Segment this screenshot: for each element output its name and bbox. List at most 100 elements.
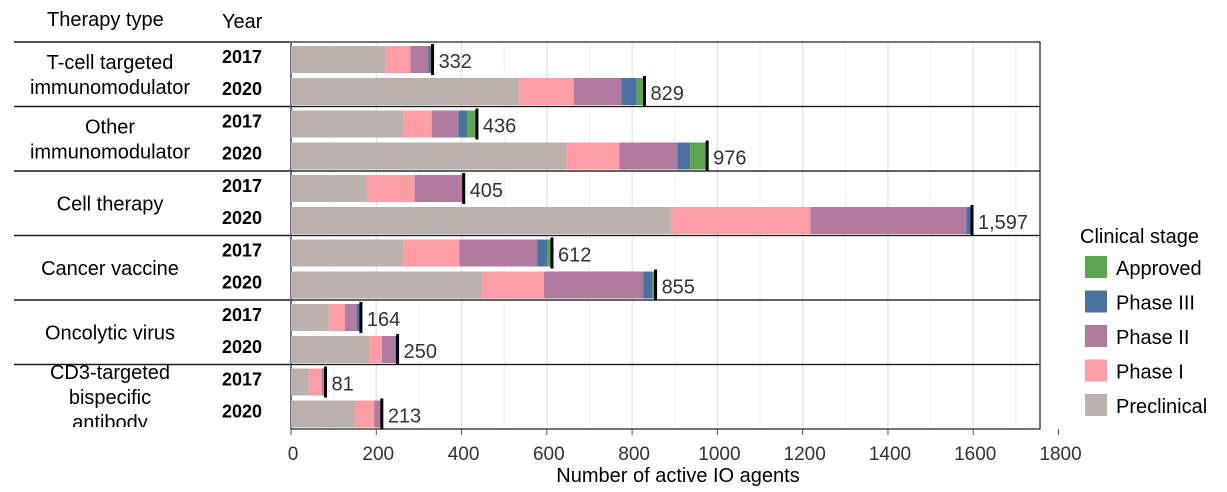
legend-label-phase-i: Phase I xyxy=(1116,362,1184,384)
x-tick-label: 400 xyxy=(448,444,480,465)
year-label: 2017 xyxy=(222,241,262,261)
bar-segment-phase-i xyxy=(354,400,375,428)
legend-title: Clinical stage xyxy=(1080,226,1199,248)
bar-segment-phase-ii xyxy=(619,142,678,170)
therapy-type-label: CD3-targeted xyxy=(50,362,170,384)
bar-segment-approved xyxy=(690,142,708,170)
therapy-type-label: immunomodulator xyxy=(30,77,190,99)
bar-segment-preclinical xyxy=(291,239,404,267)
year-label: 2020 xyxy=(222,79,262,99)
bar-segment-phase-ii xyxy=(374,400,381,428)
bar-segment-phase-ii xyxy=(543,271,644,299)
therapy-type-label: T-cell targeted xyxy=(47,52,174,74)
bar-segment-phase-ii xyxy=(810,207,967,234)
total-data-label: 213 xyxy=(388,406,421,428)
x-tick-label: 0 xyxy=(288,444,299,465)
year-label: 2017 xyxy=(222,47,262,67)
therapy-type-label: Cell therapy xyxy=(57,193,164,215)
total-data-label: 250 xyxy=(404,341,437,363)
bar-segment-preclinical xyxy=(291,78,520,105)
legend: Clinical stage Approved Phase III Phase II… xyxy=(1080,226,1207,418)
row-labels: T-cell targeted immunomodulator 2017 2020 Ot… xyxy=(14,41,290,427)
legend-label-phase-ii: Phase II xyxy=(1116,327,1189,349)
total-data-label: 829 xyxy=(650,83,683,105)
year-label: 2020 xyxy=(222,208,262,228)
bar-segment-preclinical xyxy=(291,336,370,363)
bar-segment-phase-ii xyxy=(344,304,357,331)
total-data-label: 332 xyxy=(439,51,472,73)
year-label: 2020 xyxy=(222,273,262,293)
therapy-type-label: bispecific xyxy=(69,387,151,409)
bar-segment-preclinical xyxy=(291,175,367,202)
total-data-label: 405 xyxy=(470,180,503,202)
bar-segment-phase-ii xyxy=(381,336,396,363)
bar-segment-phase-i xyxy=(519,78,574,105)
bar-segment-phase-ii xyxy=(431,110,459,138)
bar-segment-approved xyxy=(467,110,477,138)
bar-segment-phase-i xyxy=(308,368,322,396)
bar-segment-preclinical xyxy=(291,142,567,170)
x-tick-label: 800 xyxy=(618,444,650,465)
bar-segment-phase-i xyxy=(566,142,620,170)
legend-swatch-phase-iii xyxy=(1085,290,1107,313)
legend-swatch-preclinical xyxy=(1085,394,1107,416)
bar-segment-preclinical xyxy=(291,368,309,396)
x-tick-label: 1000 xyxy=(698,444,740,465)
total-data-label: 855 xyxy=(662,277,695,299)
bar-segment-phase-i xyxy=(366,175,415,202)
therapy-type-label: Cancer vaccine xyxy=(41,258,179,280)
year-label: 2017 xyxy=(222,112,262,132)
x-tick-label: 1800 xyxy=(1039,444,1081,465)
total-data-label: 612 xyxy=(558,245,591,267)
x-tick-label: 1200 xyxy=(784,444,826,465)
x-tick-label: 200 xyxy=(362,444,394,465)
legend-label-approved: Approved xyxy=(1116,258,1202,280)
legend-swatch-phase-ii xyxy=(1085,325,1107,347)
bar-segment-approved xyxy=(547,239,552,267)
bar-segment-approved xyxy=(636,78,645,105)
total-data-label: 436 xyxy=(483,116,516,138)
group-panel xyxy=(290,363,1041,430)
bar-segment-preclinical xyxy=(291,46,386,73)
therapy-type-label: immunomodulator xyxy=(30,141,190,163)
therapy-type-label: Other xyxy=(85,116,135,138)
year-label: 2020 xyxy=(222,144,262,164)
year-label: 2017 xyxy=(222,176,262,196)
x-axis: 0 200 400 600 800 1000 1200 1400 1600 1800 xyxy=(288,429,1082,465)
bar-segment-phase-i xyxy=(369,336,382,363)
bar-segment-preclinical xyxy=(291,207,672,234)
bar-segment-phase-iii xyxy=(537,239,548,267)
bar-segment-phase-i xyxy=(329,304,345,331)
total-data-label: 81 xyxy=(332,374,354,396)
bar-segment-phase-iii xyxy=(621,78,637,105)
total-data-label: 976 xyxy=(713,148,746,170)
total-data-label: 164 xyxy=(367,309,400,331)
year-header: Year xyxy=(222,11,263,33)
therapy-type-header: Therapy type xyxy=(47,9,164,31)
therapy-type-label: Oncolytic virus xyxy=(45,322,175,344)
bar-segment-phase-i xyxy=(385,46,411,73)
year-label: 2020 xyxy=(222,402,262,422)
bar-segment-phase-i xyxy=(671,207,811,234)
legend-label-phase-iii: Phase III xyxy=(1116,293,1195,315)
bar-segment-phase-iii xyxy=(356,304,361,331)
total-data-label: 1,597 xyxy=(978,212,1028,234)
bar-segment-preclinical xyxy=(291,110,404,138)
legend-swatch-approved xyxy=(1085,256,1107,278)
bar-segment-phase-i xyxy=(403,110,432,138)
bar-segment-phase-ii xyxy=(321,368,326,396)
bar-segment-phase-ii xyxy=(414,175,463,202)
legend-label-preclinical: Preclinical xyxy=(1116,396,1207,418)
bar-segment-phase-iii xyxy=(458,110,468,138)
bar-segment-preclinical xyxy=(291,304,330,331)
bar-segment-phase-ii xyxy=(410,46,429,73)
bar-segment-phase-iii xyxy=(428,46,431,73)
year-label: 2017 xyxy=(222,370,262,390)
legend-swatch-phase-i xyxy=(1085,359,1107,382)
bar-segment-phase-i xyxy=(403,239,460,267)
group-panels xyxy=(290,41,1041,430)
x-tick-label: 1600 xyxy=(954,444,996,465)
bar-segment-phase-ii xyxy=(459,239,538,267)
